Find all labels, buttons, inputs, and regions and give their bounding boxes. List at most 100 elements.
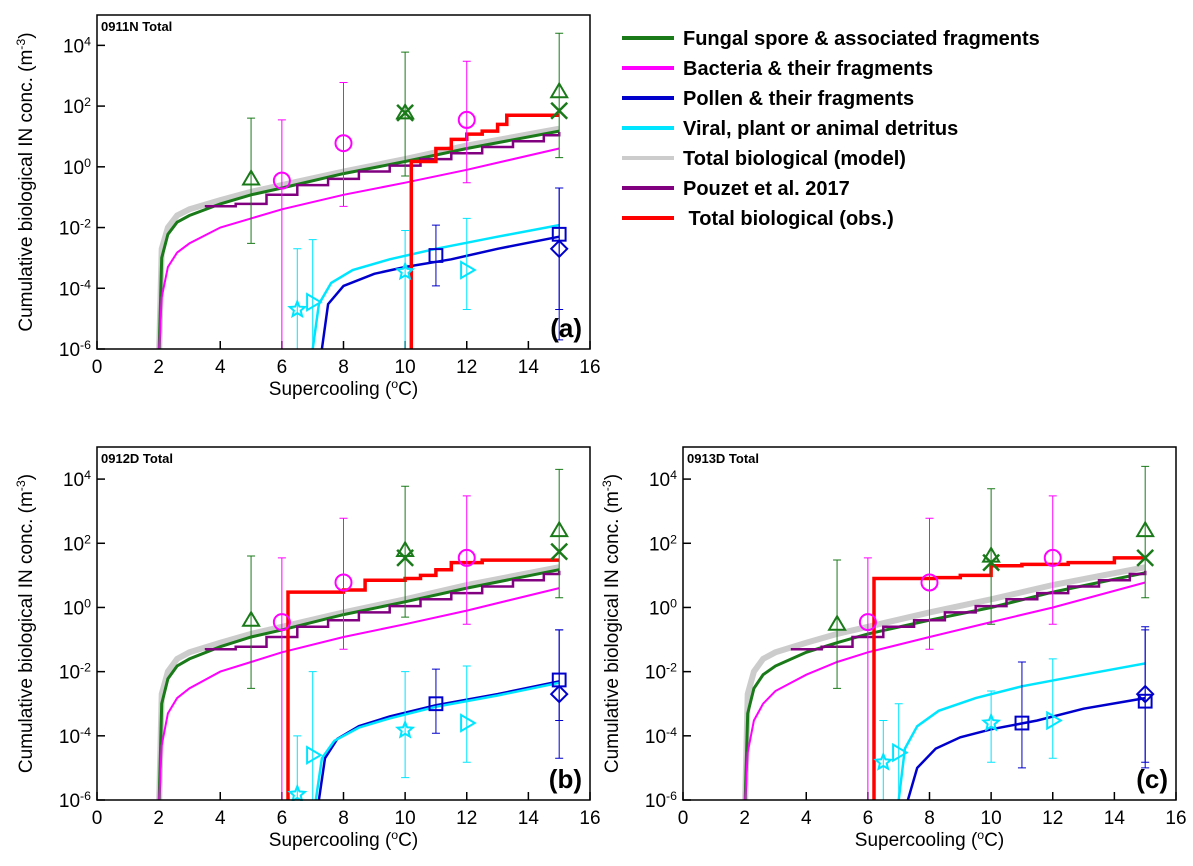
x-tick-label: 16 (1165, 808, 1186, 829)
x-tick-label: 2 (153, 357, 164, 378)
x-tick-label: 12 (1042, 808, 1063, 829)
y-tick-label: 100 (63, 156, 91, 179)
y-tick-label: 10-6 (59, 338, 91, 361)
marker (920, 573, 939, 592)
marker (287, 783, 308, 801)
error-bar (462, 217, 471, 310)
series-line (158, 587, 560, 801)
x-tick-label: 14 (1104, 808, 1126, 829)
y-tick-label: 10-2 (59, 661, 91, 684)
x-axis-label: Supercooling (oC) (269, 377, 418, 400)
x-tick-label: 4 (801, 808, 812, 829)
marker (457, 110, 476, 129)
y-tick-label: 10-6 (59, 789, 91, 812)
marker (1135, 684, 1155, 704)
series-line (320, 235, 560, 350)
y-tick-label: 10-2 (645, 661, 677, 684)
panel-title: 0911N Total (101, 19, 172, 34)
error-bar (277, 557, 286, 801)
error-bar (431, 224, 440, 287)
marker (1136, 549, 1155, 567)
x-tick-label: 0 (92, 357, 103, 378)
marker (395, 261, 416, 281)
error-bar (401, 229, 410, 350)
y-tick-label: 10-4 (645, 725, 677, 748)
error-bar (247, 117, 256, 244)
y-tick-label: 102 (649, 532, 677, 555)
error-bar (308, 671, 317, 801)
marker (549, 520, 569, 538)
error-bar (339, 81, 348, 207)
marker (1135, 520, 1155, 538)
error-bar (293, 735, 302, 801)
marker (396, 549, 415, 567)
y-tick-label: 10-4 (59, 725, 91, 748)
error-bar (431, 668, 440, 734)
plot-frame (96, 14, 591, 350)
plot-area (742, 465, 1155, 801)
marker (241, 610, 261, 627)
x-tick-label: 12 (456, 808, 477, 829)
error-bar (1048, 658, 1057, 759)
error-bar (555, 32, 564, 159)
series-line (157, 129, 560, 350)
series-line (156, 125, 560, 350)
legend-label: Bacteria & their fragments (683, 58, 933, 80)
series-line (897, 662, 1146, 801)
x-tick-label: 8 (338, 357, 349, 378)
marker (428, 696, 444, 712)
legend-label: Total biological (obs.) (683, 208, 894, 230)
marker (873, 751, 894, 771)
marker (892, 742, 909, 763)
x-tick-label: 6 (277, 808, 288, 829)
series-line (157, 568, 560, 801)
x-tick-label: 8 (338, 808, 349, 829)
panel-title: 0913D Total (687, 451, 759, 466)
x-tick-label: 10 (395, 357, 416, 378)
legend: Fungal spore & associated fragments Bacte… (622, 28, 1040, 230)
error-bar (555, 629, 564, 759)
y-axis-label: Cumulative biological IN conc. (m-3) (14, 474, 37, 773)
error-bar (247, 555, 256, 689)
marker (549, 684, 569, 704)
legend-label: Total biological (model) (683, 148, 906, 170)
error-bar (462, 495, 471, 625)
marker (550, 542, 569, 561)
panel-label: (a) (550, 313, 582, 343)
marker (981, 712, 1002, 732)
series-line (317, 680, 560, 801)
marker (395, 719, 416, 739)
marker (549, 81, 569, 99)
series-line (742, 564, 1146, 801)
marker (1043, 548, 1062, 567)
error-bar (555, 187, 564, 310)
error-bar (1141, 626, 1150, 763)
x-tick-label: 4 (215, 808, 226, 829)
y-tick-label: 100 (649, 596, 677, 619)
plot-area (156, 32, 569, 350)
legend-label: Fungal spore & associated fragments (683, 28, 1040, 50)
series-line (744, 581, 1146, 801)
y-tick-label: 102 (63, 532, 91, 555)
x-axis-label: Supercooling (oC) (855, 828, 1004, 851)
x-tick-label: 14 (518, 357, 540, 378)
series-line (790, 570, 1147, 651)
marker (1014, 715, 1030, 731)
error-bar (1048, 495, 1057, 625)
marker (272, 613, 291, 632)
y-tick-label: 104 (63, 468, 91, 491)
panel-title: 0912D Total (101, 451, 173, 466)
marker (306, 745, 323, 765)
marker (549, 239, 569, 259)
marker (287, 298, 308, 319)
error-bar (833, 559, 842, 689)
plot-frame (682, 446, 1177, 801)
y-tick-label: 10-2 (59, 217, 91, 240)
x-tick-label: 8 (924, 808, 935, 829)
series-line (156, 564, 560, 801)
marker (858, 613, 877, 632)
series-line (204, 570, 561, 651)
x-tick-label: 0 (678, 808, 689, 829)
x-tick-label: 10 (981, 808, 1002, 829)
